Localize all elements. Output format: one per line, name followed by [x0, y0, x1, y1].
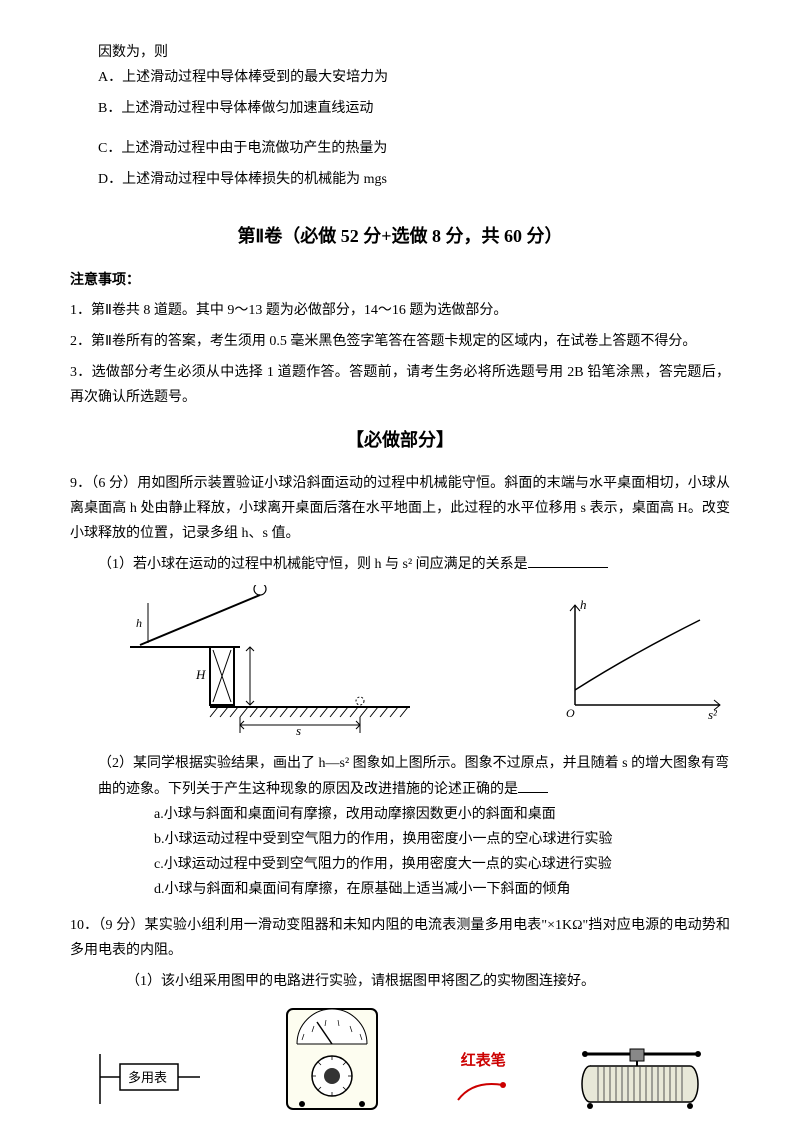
- q9-sub2-text: （2）某同学根据实验结果，画出了 h—s² 图象如上图所示。图象不过原点，并且随…: [98, 756, 729, 796]
- notice-heading: 注意事项：: [70, 268, 730, 293]
- circuit-fragment: 多用表: [90, 1044, 210, 1114]
- q10-sub1: （1）该小组采用图甲的电路进行实验，请根据图甲将图乙的实物图连接好。: [70, 969, 730, 994]
- apparatus-diagram: h H s: [110, 585, 430, 735]
- label-H-upper: H: [195, 667, 206, 682]
- multimeter-icon: [267, 1004, 397, 1114]
- q9-b: b.小球运动过程中受到空气阻力的作用，换用密度小一点的空心球进行实验: [70, 827, 730, 852]
- required-title: 【必做部分】: [70, 424, 730, 456]
- probe-icon: [453, 1075, 513, 1105]
- q10-stem: 10．（9 分）某实验小组利用一滑动变阻器和未知内阻的电流表测量多用电表"×1K…: [70, 913, 730, 963]
- label-s: s: [296, 723, 301, 735]
- q9-sub1: （1）若小球在运动的过程中机械能守恒，则 h 与 s² 间应满足的关系是: [70, 552, 730, 577]
- q9-d: d.小球与斜面和桌面间有摩擦，在原基础上适当减小一下斜面的倾角: [70, 877, 730, 902]
- answer-blank[interactable]: [528, 554, 608, 568]
- red-probe-block: 红表笔: [453, 1048, 513, 1114]
- option-a: A．上述滑动过程中导体棒受到的最大安培力为: [70, 65, 730, 90]
- notice-1: 1．第Ⅱ卷共 8 道题。其中 9～13 题为必做部分，14～16 题为选做部分。: [70, 298, 730, 323]
- multimeter-box-label: 多用表: [128, 1070, 167, 1085]
- q9-c: c.小球运动过程中受到空气阻力的作用，换用密度大一点的实心球进行实验: [70, 852, 730, 877]
- option-c: C．上述滑动过程中由于电流做功产生的热量为: [70, 136, 730, 161]
- option-d: D．上述滑动过程中导体棒损失的机械能为 mgs: [70, 167, 730, 192]
- q9-a: a.小球与斜面和桌面间有摩擦，改用动摩擦因数更小的斜面和桌面: [70, 802, 730, 827]
- fragment-intro: 因数为，则: [70, 40, 730, 65]
- notice-2-text: 2．第Ⅱ卷所有的答案，考生须用 0.5 毫米黑色签字笔答在答题卡规定的区域内，在…: [70, 334, 696, 349]
- graph-x-label: s²: [708, 707, 718, 722]
- answer-blank-2[interactable]: [518, 779, 548, 793]
- red-probe-label: 红表笔: [453, 1048, 513, 1075]
- equipment-row: 多用表 红表笔: [70, 1004, 730, 1114]
- label-h: h: [136, 616, 142, 630]
- notice-3: 3．选做部分考生必须从中选择 1 道题作答。答题前，请考生务必将所选题号用 2B…: [70, 360, 730, 410]
- q9-sub2: （2）某同学根据实验结果，画出了 h—s² 图象如上图所示。图象不过原点，并且随…: [70, 751, 730, 801]
- q9-diagrams: h H s: [70, 585, 730, 735]
- graph-diagram: O h s²: [550, 595, 730, 725]
- graph-origin: O: [566, 706, 575, 720]
- section-2-title: 第Ⅱ卷（必做 52 分+选做 8 分，共 60 分）: [70, 220, 730, 252]
- q9-sub1-text: （1）若小球在运动的过程中机械能守恒，则 h 与 s² 间应满足的关系是: [98, 557, 528, 572]
- option-b: B．上述滑动过程中导体棒做匀加速直线运动: [70, 96, 730, 121]
- rheostat-icon: [570, 1034, 710, 1114]
- q9-stem: 9．（6 分）用如图所示装置验证小球沿斜面运动的过程中机械能守恒。斜面的末端与水…: [70, 471, 730, 547]
- notice-2: 2．第Ⅱ卷所有的答案，考生须用 0.5 毫米黑色签字笔答在答题卡规定的区域内，在…: [70, 329, 730, 354]
- graph-y-label: h: [580, 597, 587, 612]
